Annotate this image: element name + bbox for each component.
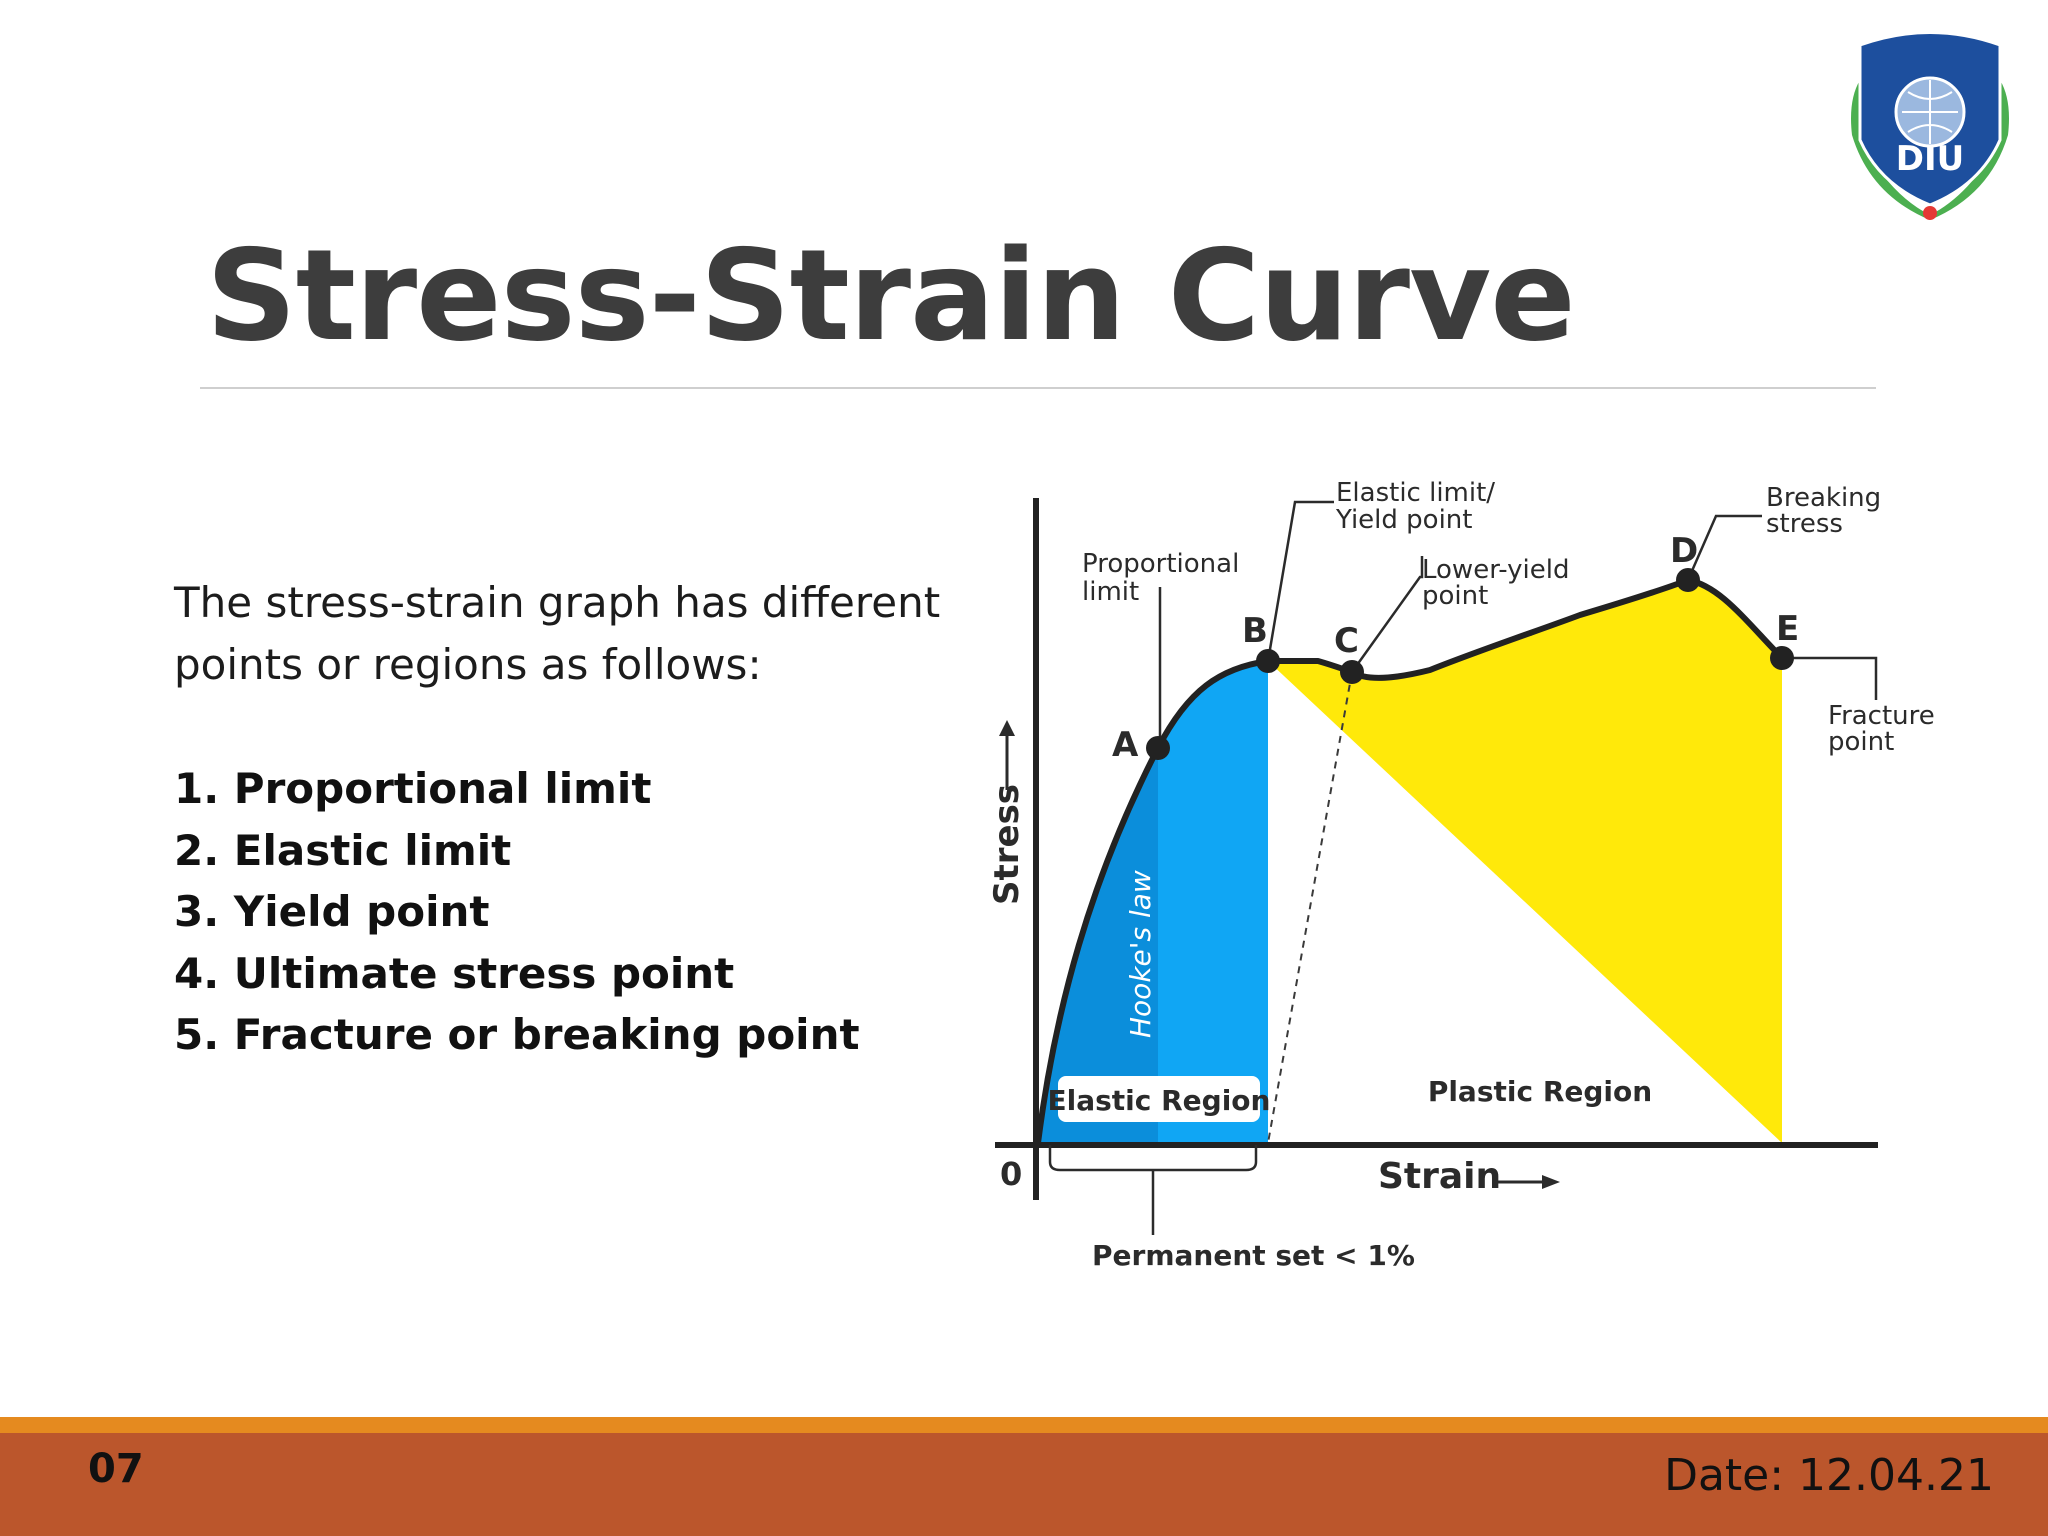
slide-date: Date: 12.04.21 [1664,1450,1994,1501]
breaking-stress-label-2: stress [1766,509,1843,539]
breaking-stress-label-1: Breaking [1766,483,1881,513]
footer-stripe [0,1417,2048,1433]
hookes-law-band [1038,748,1158,1143]
point-b-label: B [1242,611,1268,651]
y-axis-label: Stress [987,784,1027,905]
point-d-label: D [1670,531,1698,571]
x-axis-arrow-icon [1492,1175,1560,1189]
slide-number: 07 [88,1446,144,1492]
point-a-label: A [1112,725,1139,765]
plastic-region-fill [1268,580,1782,1143]
elastic-region-label: Elastic Region [1048,1084,1271,1117]
point-e-marker [1770,646,1794,670]
plastic-region-label: Plastic Region [1428,1075,1652,1108]
hookes-law-label: Hooke's law [1124,870,1157,1038]
fracture-point-label-2: point [1828,727,1894,757]
diu-logo: DIU [1851,31,2009,220]
fracture-point-label-1: Fracture [1828,701,1935,731]
elastic-region-box [1058,1076,1260,1122]
logo-shield-icon [1851,31,2009,220]
point-b-marker [1256,649,1280,673]
elastic-limit-label-2: Yield point [1335,505,1472,535]
callout-lines [1158,500,1878,748]
y-axis-arrow-icon [999,720,1015,790]
slide-title: Stress-Strain Curve [206,222,1576,369]
plastic-region-box [1428,1070,1652,1112]
list-item: 3. Yield point [174,887,490,936]
permanent-set-bracket [1048,1145,1258,1172]
point-e-label: E [1776,609,1799,649]
proportional-limit-label-2: limit [1082,577,1139,607]
point-d-marker [1676,568,1700,592]
title-divider [200,387,1876,389]
list-item: 5. Fracture or breaking point [174,1010,860,1059]
lower-yield-label-2: point [1422,581,1488,611]
list-item: 2. Elastic limit [174,825,512,875]
permanent-set-label: Permanent set < 1% [1092,1239,1415,1272]
proportional-limit-label-1: Proportional [1082,549,1239,579]
elastic-limit-label-1: Elastic limit/ [1336,478,1495,508]
footer-bar [0,1433,2048,1536]
list-item: 1. Proportional limit [174,764,652,813]
x-axis-label: Strain [1378,1156,1501,1197]
list-item: 4. Ultimate stress point [174,948,735,998]
origin-label: 0 [1000,1155,1022,1193]
point-c-marker [1340,660,1364,684]
lower-yield-label-1: Lower-yield [1422,555,1569,585]
logo-text: DIU [1896,139,1964,179]
intro-text: The stress-strain graph has different po… [174,578,941,689]
point-c-label: C [1334,621,1359,661]
stress-strain-diagram: Stress Strain 0 Permanent set < 1% Elast… [987,478,1935,1272]
points-list: 1. Proportional limit 2. Elastic limit 3… [174,758,860,1066]
permanent-set-dashed-line [1267,671,1353,1144]
point-a-marker [1146,736,1170,760]
